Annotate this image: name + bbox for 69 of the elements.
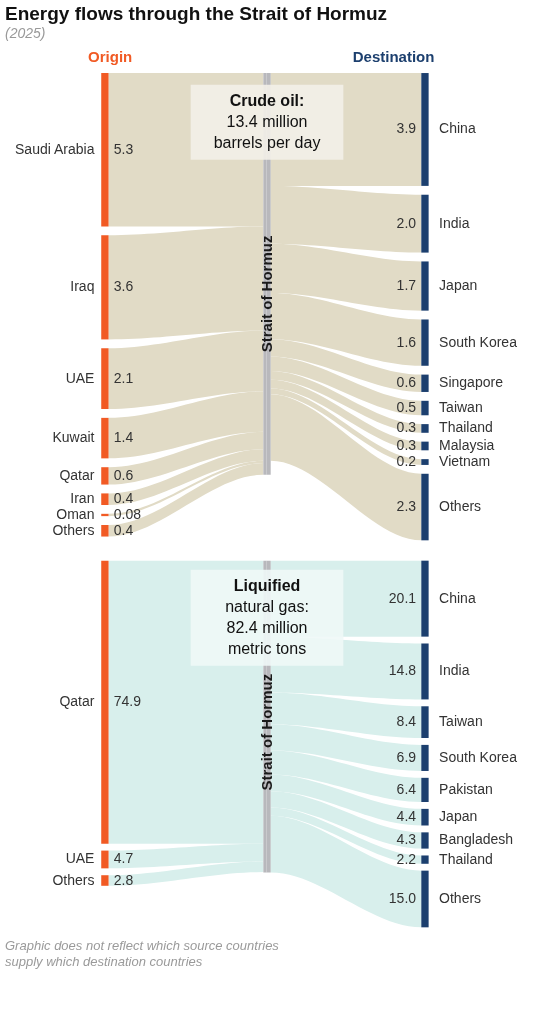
text: Strait of Hormuz: [258, 235, 276, 353]
data-label: 0.3: [396, 419, 417, 436]
data-label: 2.8: [113, 871, 134, 888]
text: Crude oil: 13.4 million barrels per day: [213, 92, 321, 152]
category-label: Iran: [70, 490, 95, 507]
category-label: Others: [52, 521, 95, 538]
category-label: Japan: [439, 277, 478, 294]
data-label: 5.3: [113, 140, 134, 157]
data-label: 0.5: [396, 399, 417, 416]
category-label: Bangladesh: [439, 831, 514, 848]
text: Liquified natural gas: 82.4 million metric tons: [225, 577, 309, 658]
category-label: Thailand: [439, 419, 493, 436]
data-label: 0.08: [113, 505, 142, 522]
category-label: China: [439, 120, 476, 137]
data-label: 0.4: [113, 490, 134, 507]
category-label: India: [439, 214, 470, 231]
category-label: Qatar: [59, 466, 95, 483]
data-label: 1.6: [396, 333, 417, 350]
data-label: 74.9: [113, 693, 142, 710]
data-label: 0.6: [113, 466, 134, 483]
data-label: 0.4: [113, 521, 134, 538]
category-label: Iraq: [70, 278, 95, 295]
data-label: 4.3: [396, 831, 417, 848]
data-label: 3.6: [113, 278, 134, 295]
category-label: Kuwait: [52, 429, 95, 446]
category-label: Qatar: [59, 693, 95, 710]
category-label: Pakistan: [439, 780, 493, 797]
data-label: 2.3: [396, 498, 417, 515]
category-label: Malaysia: [439, 436, 495, 453]
category-label: China: [439, 589, 476, 606]
data-label: 15.0: [388, 889, 417, 906]
data-label: 0.3: [396, 436, 417, 453]
category-label: Singapore: [439, 374, 504, 391]
data-label: 20.1: [388, 589, 417, 606]
data-label: 6.4: [396, 780, 417, 797]
category-label: South Korea: [439, 748, 518, 765]
category-label: Taiwan: [439, 399, 483, 416]
category-label: UAE: [65, 850, 95, 867]
data-label: 8.4: [396, 713, 417, 730]
category-label: India: [439, 662, 470, 679]
data-label: 4.7: [113, 850, 134, 867]
data-label: 2.0: [396, 214, 417, 231]
text: Graphic does not reflect which source countries supply which destination countries: [5, 937, 280, 969]
category-label: South Korea: [439, 333, 518, 350]
data-label: 0.6: [396, 374, 417, 391]
category-label: Vietnam: [439, 453, 491, 470]
category-label: Saudi Arabia: [15, 140, 95, 157]
data-label: 2.2: [396, 850, 417, 867]
data-label: 0.2: [396, 453, 417, 470]
data-label: 3.9: [396, 120, 417, 137]
data-label: 4.4: [396, 808, 417, 825]
text: Destination: [352, 48, 435, 65]
text: (2025): [5, 25, 46, 41]
data-label: 1.4: [113, 429, 134, 446]
category-label: Japan: [439, 808, 478, 825]
category-label: UAE: [65, 369, 95, 386]
text: Energy flows through the Strait of Hormuz: [5, 3, 388, 24]
category-label: Others: [52, 871, 95, 888]
data-label: 2.1: [113, 369, 134, 386]
category-label: Others: [439, 889, 482, 906]
category-label: Thailand: [439, 850, 493, 867]
text: Origin: [88, 48, 133, 65]
data-label: 1.7: [396, 277, 417, 294]
category-label: Oman: [56, 505, 95, 522]
data-label: 14.8: [388, 662, 417, 679]
category-label: Others: [439, 498, 482, 515]
data-label: 6.9: [396, 748, 417, 765]
category-label: Taiwan: [439, 713, 483, 730]
text: Strait of Hormuz: [258, 673, 276, 791]
